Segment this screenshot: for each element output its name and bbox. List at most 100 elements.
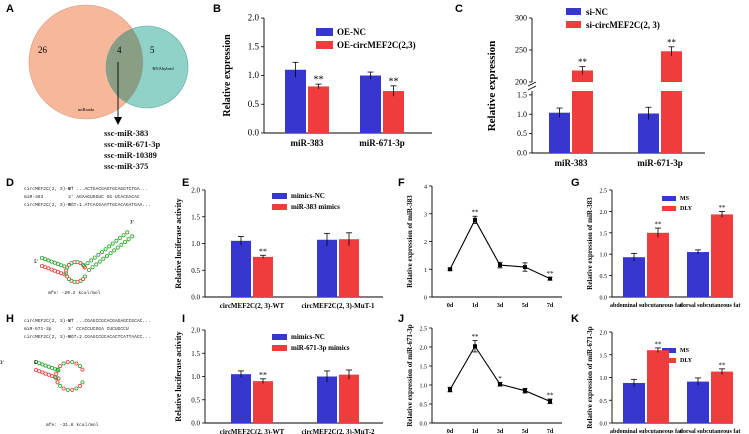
axis-break-mark: [527, 85, 537, 91]
y-tick-label: 1.5: [248, 41, 260, 51]
venn-overlap-count: 4: [117, 45, 122, 55]
significance-mark: **: [314, 75, 324, 86]
venn-left-label: miRanda: [78, 107, 94, 112]
y-tick-label: 1.0: [191, 240, 200, 248]
chart-f: 0 1 2 3 4 Relative expression of miR-383 0d ** 1…: [406, 185, 562, 309]
nucleotide: [58, 364, 63, 369]
legend-label: si-NC: [586, 7, 608, 17]
nucleotide: [108, 251, 113, 256]
nucleotide: [65, 360, 70, 365]
x-tick-label: 0d: [447, 429, 454, 434]
bar-I-miR-671-3p mimics-0: [253, 381, 273, 423]
x-tick-label: miR-383: [291, 138, 324, 148]
five-prime-label-h: 5': [34, 361, 39, 366]
nucleotide: [34, 359, 39, 364]
nucleotide: [40, 263, 45, 268]
y-tick-label: 0.5: [517, 129, 527, 138]
nucleotide: [112, 248, 117, 253]
bar-c-si-circMEF2C(2, 3)-0-upper: [572, 70, 593, 82]
legend-label: OE-NC: [337, 27, 366, 37]
three-prime-label: 3': [0, 361, 5, 366]
seq-h-3: 5' ...CGAGCCGCACACTCATTAACC...: [68, 334, 151, 340]
nucleotide: [114, 238, 119, 243]
chart-e: 0.0 0.5 1.0 1.5 2.0 Relative luciferase activ…: [174, 187, 383, 310]
y-tick-label: 1.5: [191, 350, 200, 358]
nucleotide: [55, 380, 60, 385]
panel-letter-j: J: [398, 313, 404, 325]
data-point: [523, 265, 527, 270]
x-tick-label: abdominal subcutaneous fat: [610, 429, 682, 434]
nucleotide: [72, 260, 77, 265]
data-point: [473, 217, 477, 222]
seq-h-1: 5' ...CGAGCCGCACGAGAGCCGCAC...: [68, 318, 151, 324]
y-tick-label: 250: [515, 46, 527, 55]
data-point: [523, 388, 527, 393]
significance-mark: **: [578, 57, 588, 67]
venn-left-count: 26: [38, 45, 48, 55]
y-tick-label: 0: [424, 296, 427, 302]
bar-E-mimics-NC-0: [231, 240, 251, 297]
nucleotide: [65, 265, 70, 270]
y-tick-label: 2.0: [420, 346, 428, 352]
y-tick-label: 0.0: [191, 420, 200, 428]
x-tick-label: 3d: [497, 303, 504, 309]
panel-letter-k: K: [571, 313, 579, 325]
legend-swatch: [662, 196, 676, 201]
nucleotide: [40, 255, 45, 260]
nucleotide: [58, 383, 63, 388]
y-tick-label: 0.0: [191, 294, 200, 302]
legend-swatch: [272, 334, 287, 340]
y-axis-label: Relative expression: [222, 34, 233, 117]
significance-mark: **: [655, 340, 663, 348]
nucleotide: [46, 372, 51, 377]
venn-right-label: RNAhybrid: [152, 66, 174, 71]
nucleotide: [50, 373, 55, 378]
chart-j: 0.0 0.5 1.0 1.5 2.0 2.5 Relative expression of…: [406, 324, 562, 434]
nucleotide: [56, 269, 61, 274]
bar-G-MS-1: [687, 252, 709, 297]
panel-letter-i: I: [182, 313, 185, 325]
y-tick-label: 1.0: [248, 70, 260, 80]
y-tick-label: 0.5: [248, 99, 260, 109]
nucleotide: [94, 262, 99, 267]
legend-swatch: [316, 41, 333, 49]
y-tick-label: 2.5: [600, 189, 608, 195]
y-tick-label: 1.0: [600, 376, 608, 382]
nucleotide: [82, 274, 87, 279]
y-tick-label: 0.0: [248, 128, 260, 138]
bar-E-mimics-NC-1: [317, 239, 337, 297]
data-point: [448, 387, 452, 392]
nucleotide: [52, 268, 57, 273]
y-tick-label: 2.0: [191, 187, 200, 195]
nucleotide: [85, 261, 90, 266]
nucleotide: [77, 364, 82, 369]
nucleotide: [52, 260, 57, 265]
bar-K-MS-0: [623, 382, 645, 423]
y-tick-label: 2.0: [600, 331, 608, 337]
charts-layer: 0.0 0.5 1.0 1.5 2.0 Relative expression OE-NC *…: [174, 7, 740, 434]
y-tick-label: 4: [424, 185, 427, 191]
bar-c-si-circMEF2C(2, 3)-1-lower: [661, 91, 682, 153]
nucleotide: [43, 257, 48, 262]
legend-swatch: [272, 345, 287, 351]
significance-mark: **: [472, 333, 480, 341]
nucleotide: [96, 252, 101, 257]
legend-label: OE-circMEF2C(2,3): [337, 40, 416, 50]
panel-a: A 26 4 5 miRanda RNAhybrid ssc-miR-383 s…: [6, 3, 189, 171]
y-axis-label: Relative luciferase activity: [174, 198, 183, 288]
x-tick-label: miR-671-3p: [637, 158, 683, 168]
y-axis-label: Relative expression of miR-671-3p: [406, 324, 414, 426]
y-axis-label: Relative expression of miR-383: [586, 197, 594, 290]
y-tick-label: 2.0: [248, 13, 260, 23]
y-tick-label: 1.5: [600, 353, 608, 359]
y-tick-label: 0.5: [600, 274, 608, 280]
bar-K-DLY-0: [647, 350, 669, 423]
significance-mark: **: [719, 204, 727, 212]
nucleotide: [70, 360, 75, 365]
legend-label: MS: [680, 348, 690, 354]
chart-k: 0.0 0.5 1.0 1.5 2.0 Relative expression of mi…: [586, 326, 740, 434]
venn-overlap-region: [106, 26, 143, 108]
nucleotide: [121, 233, 126, 238]
nucleotide: [50, 365, 55, 370]
bar-B-OE-circMEF2C(2,3)-0: [308, 86, 329, 133]
